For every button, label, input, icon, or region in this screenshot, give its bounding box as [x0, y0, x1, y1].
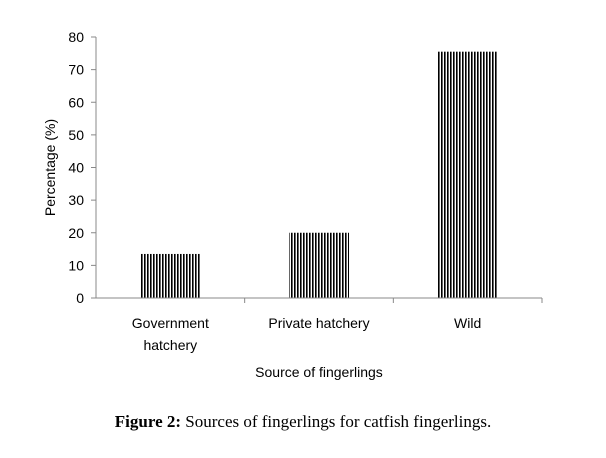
bar — [289, 232, 349, 298]
y-tick-label: 10 — [68, 257, 84, 273]
bar-chart: 0 10 20 30 40 50 60 70 80 Government hatchery Priv… — [42, 29, 543, 380]
bar — [437, 51, 498, 299]
bars — [140, 51, 498, 299]
y-tick-label: 60 — [68, 94, 84, 110]
y-tick-label: 20 — [68, 225, 84, 241]
y-axis-title: Percentage (%) — [42, 119, 58, 216]
x-tick-label: Private hatchery — [268, 315, 369, 331]
y-axis-ticks: 0 10 20 30 40 50 60 70 80 — [68, 29, 96, 306]
figure-caption: Figure 2: Sources of fingerlings for cat… — [0, 412, 606, 432]
figure-caption-text: Sources of fingerlings for catfish finge… — [181, 412, 492, 431]
y-tick-label: 30 — [68, 192, 84, 208]
x-axis-title: Source of fingerlings — [255, 364, 383, 380]
y-tick-label: 0 — [76, 290, 84, 306]
bar — [140, 253, 201, 298]
y-tick-label: 50 — [68, 127, 84, 143]
x-axis-labels: Government hatchery Private hatchery Wild — [132, 315, 481, 353]
x-axis-ticks — [244, 298, 543, 303]
y-tick-label: 80 — [68, 29, 84, 45]
y-tick-label: 40 — [68, 160, 84, 176]
figure-caption-label: Figure 2: — [114, 412, 182, 431]
x-tick-label: Government hatchery — [132, 315, 209, 353]
y-tick-label: 70 — [68, 62, 84, 78]
x-tick-label: Wild — [454, 315, 481, 331]
